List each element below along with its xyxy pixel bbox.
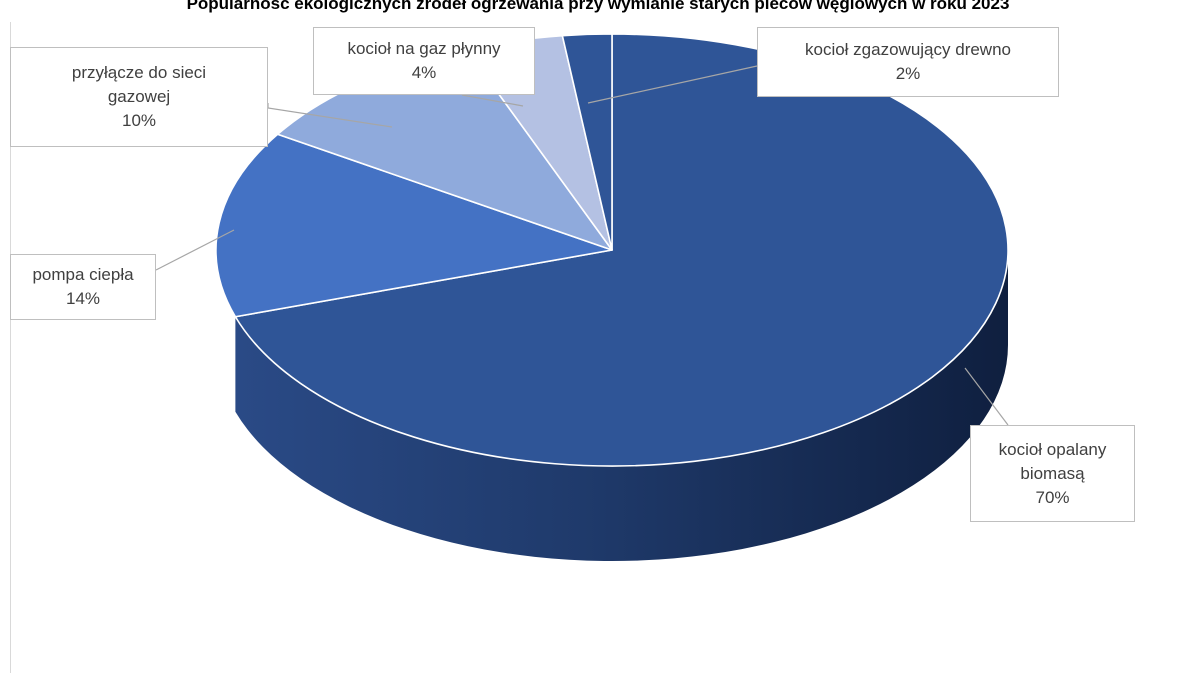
callout-gasnet-pct: 10% (121, 111, 157, 130)
callout-gasnet: przyłącze do sieci gazowej 10% (10, 47, 268, 147)
callout-lpg-pct: 4% (411, 63, 437, 82)
callout-heatpump: pompa ciepła 14% (10, 254, 156, 320)
callout-biomass: kocioł opalany biomasą 70% (970, 425, 1135, 522)
callout-wood-pct: 2% (895, 64, 921, 83)
callout-lpg: kocioł na gaz płynny 4% (313, 27, 535, 95)
pie-slice-4 (561, 33, 613, 251)
callout-biomass-line2: biomasą (1020, 463, 1085, 483)
chart-frame-left (10, 22, 11, 673)
leader-lpg (461, 94, 524, 107)
leader-heatpump (155, 229, 235, 271)
callout-biomass-pct: 70% (1035, 487, 1070, 507)
pie-side-wall (235, 250, 1009, 561)
callout-gasnet-line2: gazowej (107, 87, 171, 106)
callout-heatpump-line1: pompa ciepła (32, 265, 134, 284)
callout-gasnet-line1: przyłącze do sieci (71, 63, 207, 82)
leader-wood (587, 65, 758, 104)
leader-biomass (964, 367, 1009, 426)
chart-title: Popularność ekologicznych źródeł ogrzewa… (186, 0, 1010, 13)
pie-slice-1 (215, 133, 613, 318)
callout-biomass-line1: kocioł opalany (998, 439, 1107, 459)
callout-heatpump-pct: 14% (65, 289, 101, 308)
leader-gasnet (267, 103, 393, 128)
callout-lpg-line1: kocioł na gaz płynny (347, 39, 501, 58)
callout-wood-line1: kocioł zgazowujący drewno (805, 40, 1011, 59)
callout-wood: kocioł zgazowujący drewno 2% (757, 27, 1059, 97)
